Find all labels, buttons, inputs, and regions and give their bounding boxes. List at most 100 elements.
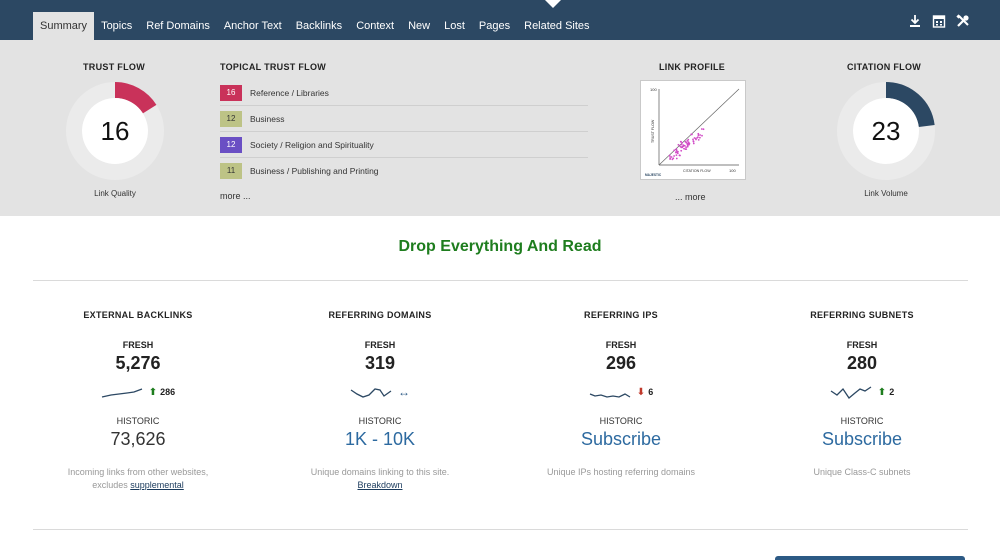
desc-text: Unique IPs hosting referring domains	[546, 467, 696, 477]
breakdown-link[interactable]: Breakdown	[357, 480, 403, 490]
scatter-point	[701, 134, 703, 137]
topic-row[interactable]: 11 Business / Publishing and Printing	[220, 158, 588, 184]
scatter-point	[673, 155, 675, 157]
arrow-down-icon: ⬇	[636, 386, 646, 398]
trust-flow-caption: Link Quality	[94, 189, 136, 198]
fresh-value: 319	[364, 353, 396, 373]
tools-icon[interactable]	[956, 14, 970, 28]
historic-label: HISTORIC	[358, 416, 402, 426]
stat-referring-ips: REFERRING IPS FRESH 296 ⬇ 6 HISTORIC Sub…	[501, 310, 741, 479]
link-profile-x-label: CITATION FLOW	[683, 169, 711, 173]
trend-row: ⬇ 6	[501, 380, 741, 404]
link-profile-y-max: 100	[650, 87, 657, 92]
delta-value: 2	[889, 387, 895, 397]
divider-top	[33, 280, 968, 281]
topic-score-badge: 11	[220, 163, 242, 179]
tab-pages[interactable]: Pages	[478, 20, 511, 32]
delta-value: 6	[648, 387, 654, 397]
citation-flow-value: 23	[871, 116, 901, 146]
topic-label: Society / Religion and Spirituality	[250, 139, 374, 150]
desc-text: Unique Class-C subnets	[813, 467, 911, 477]
scatter-point	[699, 134, 701, 136]
stat-external-backlinks: EXTERNAL BACKLINKS FRESH 5,276 ⬆ 286 HIS…	[18, 310, 258, 492]
tab-anchor-text[interactable]: Anchor Text	[223, 20, 282, 32]
nav-pointer	[545, 0, 561, 8]
citation-flow-caption: Link Volume	[864, 189, 908, 198]
trend-delta: ↔	[398, 385, 410, 399]
sparkline	[101, 388, 143, 398]
scatter-point	[699, 136, 701, 139]
citation-flow-arc	[837, 82, 935, 180]
topic-row[interactable]: 16 Reference / Libraries	[220, 80, 588, 106]
scatter-point	[687, 138, 690, 141]
scatter-point	[687, 142, 690, 145]
historic-label: HISTORIC	[599, 416, 643, 426]
stat-title: REFERRING DOMAINS	[328, 310, 432, 320]
scatter-point	[686, 143, 689, 146]
scatter-point	[675, 154, 678, 156]
scatter-point	[679, 154, 681, 157]
scatter-point	[686, 145, 689, 148]
historic-value: 73,626	[110, 429, 166, 449]
bottom-action-button[interactable]	[775, 556, 965, 560]
top-navbar: Summary Topics Ref Domains Anchor Text B…	[0, 0, 1000, 40]
subscribe-link[interactable]: Subscribe	[580, 429, 662, 449]
topical-more-link[interactable]: more ...	[220, 191, 251, 201]
link-profile-more-link[interactable]: ... more	[675, 192, 706, 202]
topic-score-badge: 12	[220, 136, 242, 153]
stat-title: EXTERNAL BACKLINKS	[83, 310, 193, 320]
trend-delta: ⬆ 286	[149, 387, 175, 398]
supplemental-link[interactable]: supplemental	[130, 480, 184, 490]
arrow-left-right-icon: ↔	[398, 385, 410, 399]
stat-description: Unique Class-C subnets	[742, 466, 982, 479]
citation-flow-center	[853, 98, 919, 164]
fresh-value: 296	[605, 353, 637, 373]
trust-flow-donut: 16	[65, 81, 165, 181]
majestic-logo: MAJESTIC	[645, 173, 662, 177]
calendar-icon[interactable]	[932, 14, 946, 28]
scatter-point	[685, 141, 688, 144]
topic-row[interactable]: 12 Business	[220, 106, 588, 132]
nav-icons	[908, 14, 970, 28]
fresh-value: 280	[846, 353, 878, 373]
citation-flow-ring	[837, 82, 935, 180]
arrow-up-icon: ⬆	[877, 386, 887, 398]
tab-related-sites[interactable]: Related Sites	[524, 20, 590, 32]
trend-row: ↔	[260, 380, 500, 404]
subscribe-link[interactable]: Subscribe	[821, 429, 903, 449]
historic-label: HISTORIC	[840, 416, 884, 426]
scatter-point	[702, 128, 705, 131]
link-profile-chart[interactable]: 100 100 TRUST FLOW CITATION FLOW MAJESTI…	[640, 80, 746, 180]
tab-topics[interactable]: Topics	[101, 20, 133, 32]
tab-summary[interactable]: Summary	[33, 12, 95, 40]
topic-row[interactable]: 12 Society / Religion and Spirituality	[220, 132, 588, 158]
stat-title: REFERRING IPS	[584, 310, 658, 320]
topic-score-badge: 12	[220, 110, 242, 127]
scatter-point	[700, 128, 703, 130]
tab-ref-domains[interactable]: Ref Domains	[146, 20, 210, 32]
tab-context[interactable]: Context	[356, 20, 395, 32]
scatter-point	[694, 137, 697, 140]
topic-label: Business / Publishing and Printing	[250, 166, 379, 176]
scatter-point	[679, 145, 681, 148]
trust-flow-value: 16	[100, 116, 130, 146]
historic-value-link[interactable]: 1K - 10K	[344, 429, 416, 449]
tab-backlinks[interactable]: Backlinks	[295, 20, 343, 32]
download-icon[interactable]	[908, 14, 922, 28]
fresh-value: 5,276	[115, 353, 161, 373]
scatter-point	[669, 156, 671, 158]
topic-label: Business	[250, 113, 285, 124]
stat-referring-subnets: REFERRING SUBNETS FRESH 280 ⬆ 2 HISTORIC…	[742, 310, 982, 479]
site-headline: Drop Everything And Read	[398, 238, 602, 255]
trust-flow-arc	[66, 82, 164, 180]
scatter-point	[675, 148, 678, 150]
stat-referring-domains: REFERRING DOMAINS FRESH 319 ↔ HISTORIC 1…	[260, 310, 500, 492]
tab-new[interactable]: New	[408, 20, 431, 32]
scatter-point	[697, 132, 700, 135]
link-profile-title: LINK PROFILE	[659, 62, 726, 72]
desc-text: Unique domains linking to this site.	[310, 467, 450, 477]
scatter-point	[685, 146, 687, 149]
fresh-label: FRESH	[846, 340, 878, 350]
tab-lost[interactable]: Lost	[444, 20, 465, 32]
stat-title: REFERRING SUBNETS	[810, 310, 914, 320]
